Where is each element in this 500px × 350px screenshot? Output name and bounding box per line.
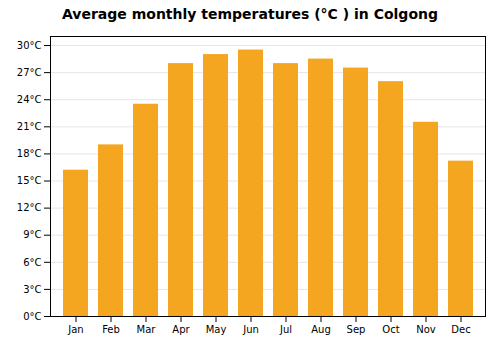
svg-text:May: May [206,324,227,335]
svg-text:15°C: 15°C [17,175,42,186]
svg-text:Oct: Oct [382,324,399,335]
svg-text:0°C: 0°C [23,311,41,322]
svg-text:30°C: 30°C [17,40,42,51]
svg-text:18°C: 18°C [17,148,42,159]
svg-text:27°C: 27°C [17,67,42,78]
svg-text:12°C: 12°C [17,202,42,213]
svg-text:Nov: Nov [416,324,436,335]
svg-text:Jun: Jun [242,324,259,335]
svg-text:Jan: Jan [67,324,83,335]
svg-text:Sep: Sep [347,324,366,335]
html-text:Average monthly temperatures (: Average monthly temperatures (°C ) in Co… [62,6,438,22]
svg-text:6°C: 6°C [23,257,41,268]
svg-text:9°C: 9°C [23,229,41,240]
svg-text:24°C: 24°C [17,94,42,105]
svg-text:Feb: Feb [102,324,120,335]
svg-text:21°C: 21°C [17,121,42,132]
svg-text:Jul: Jul [279,324,292,335]
svg-text:3°C: 3°C [23,284,41,295]
svg-text:Dec: Dec [451,324,470,335]
svg-text:Apr: Apr [172,324,190,335]
svg-text:Aug: Aug [311,324,331,335]
svg-text:Mar: Mar [137,324,157,335]
